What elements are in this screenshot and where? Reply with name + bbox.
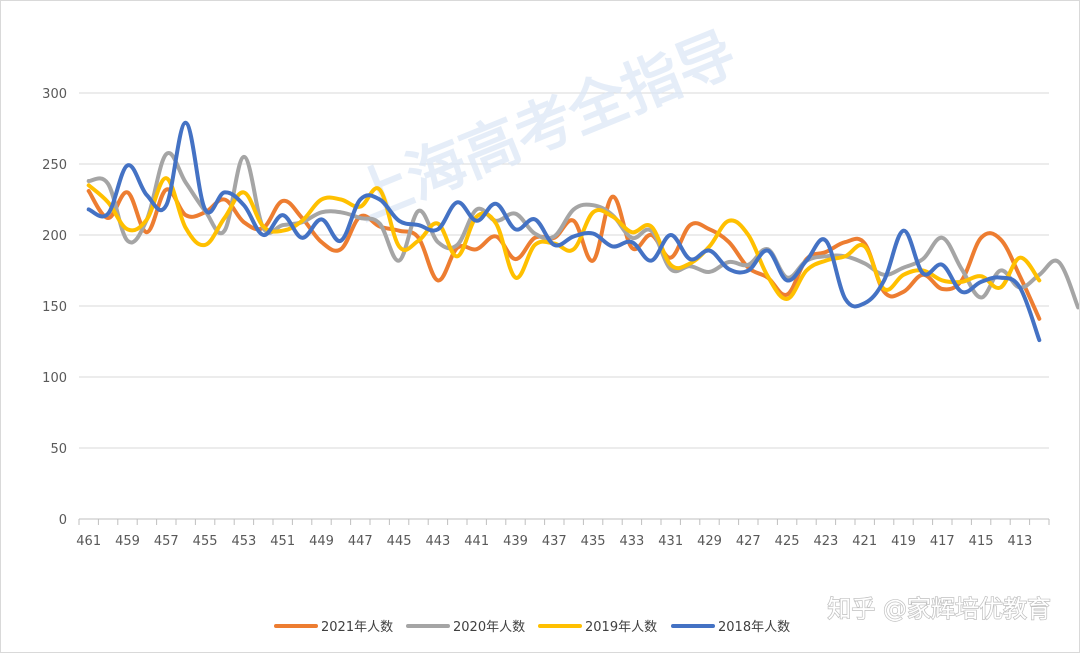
watermark: 上海高考全指导 [343, 19, 745, 234]
x-tick-label: 429 [697, 534, 722, 549]
x-tick-label: 413 [1007, 534, 1032, 549]
x-tick-label: 447 [348, 534, 373, 549]
x-tick-label: 457 [154, 534, 179, 549]
y-tick-label: 150 [42, 300, 67, 315]
y-tick-label: 0 [59, 513, 67, 528]
x-tick-label: 459 [115, 534, 140, 549]
x-tick-label: 433 [619, 534, 644, 549]
legend-label: 2019年人数 [585, 620, 657, 635]
legend-item-3[interactable]: 2019年人数 [538, 620, 657, 635]
x-tick-label: 441 [464, 534, 489, 549]
x-tick-label: 425 [775, 534, 800, 549]
x-tick-label: 435 [581, 534, 606, 549]
y-tick-label: 100 [42, 371, 67, 386]
legend-item-2[interactable]: 2020年人数 [406, 620, 525, 635]
x-tick-label: 423 [813, 534, 838, 549]
series-line-2 [86, 150, 1079, 310]
series-line-4 [86, 120, 1042, 343]
x-tick-label: 455 [193, 534, 218, 549]
legend-label: 2018年人数 [718, 620, 790, 635]
legend-item-4[interactable]: 2018年人数 [671, 620, 790, 635]
y-tick-label: 50 [50, 442, 67, 457]
x-tick-label: 427 [736, 534, 761, 549]
legend[interactable]: 2021年人数 2020年人数 2019年人数 2018年人数 [274, 620, 790, 635]
series-group [86, 120, 1079, 343]
legend-label: 2020年人数 [453, 620, 525, 635]
x-tick-label: 461 [76, 534, 101, 549]
x-tick-label: 415 [969, 534, 994, 549]
x-tick-label: 439 [503, 534, 528, 549]
x-tick-label: 431 [658, 534, 683, 549]
y-tick-label: 250 [42, 158, 67, 173]
credit-watermark: 知乎 @家辉培优教育 [827, 595, 1051, 623]
x-tick-label: 445 [387, 534, 412, 549]
x-tick-label: 453 [231, 534, 256, 549]
y-axis: 0 50 100 150 200 250 300 [42, 87, 67, 528]
x-tick-label: 451 [270, 534, 295, 549]
legend-item-1[interactable]: 2021年人数 [274, 620, 393, 635]
x-tick-label: 449 [309, 534, 334, 549]
gridlines [79, 92, 1049, 520]
x-tick-label: 443 [425, 534, 450, 549]
x-tick-label: 437 [542, 534, 567, 549]
y-tick-label: 200 [42, 229, 67, 244]
x-tick-label: 417 [930, 534, 955, 549]
x-tick-label: 419 [891, 534, 916, 549]
x-axis: 461 459 457 455 453 451 449 447 445 443 441 439 437 4… [76, 519, 1050, 549]
legend-label: 2021年人数 [321, 620, 393, 635]
x-tick-label: 421 [852, 534, 877, 549]
y-tick-label: 300 [42, 87, 67, 102]
